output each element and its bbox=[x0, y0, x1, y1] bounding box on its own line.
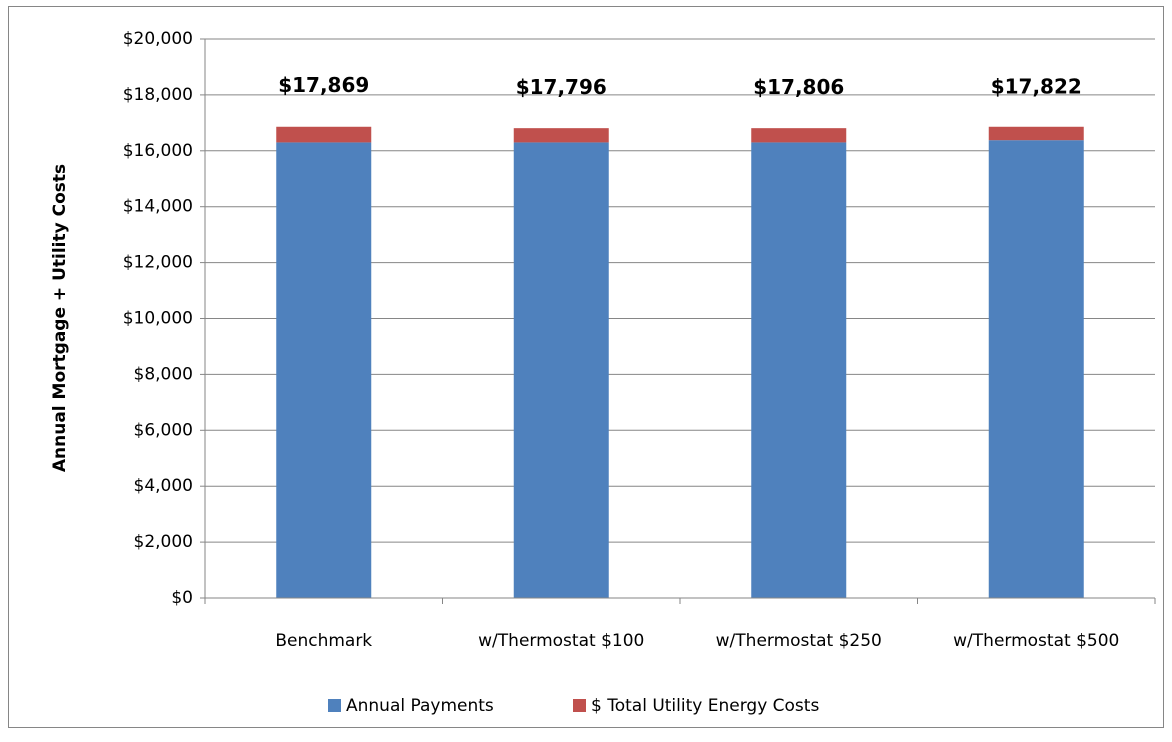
x-tick-label: Benchmark bbox=[275, 631, 372, 651]
bar-segment bbox=[276, 126, 372, 143]
y-tick-label: $6,000 bbox=[134, 420, 193, 440]
legend-swatch bbox=[328, 699, 341, 712]
bar-segment bbox=[988, 140, 1084, 598]
x-tick-label: w/Thermostat $100 bbox=[478, 631, 644, 651]
x-tick-label: w/Thermostat $500 bbox=[953, 631, 1119, 651]
y-tick-label: $20,000 bbox=[123, 29, 193, 49]
y-axis-title: Annual Mortgage + Utility Costs bbox=[50, 164, 70, 472]
bar-segment bbox=[988, 126, 1084, 141]
legend-label: $ Total Utility Energy Costs bbox=[591, 696, 819, 716]
x-tick-label: w/Thermostat $250 bbox=[716, 631, 882, 651]
total-label: $17,822 bbox=[991, 74, 1082, 98]
y-tick-label: $10,000 bbox=[123, 309, 193, 329]
bar-segment bbox=[276, 142, 372, 599]
total-label: $17,806 bbox=[753, 75, 844, 99]
legend-label: Annual Payments bbox=[346, 696, 494, 716]
bar-segment bbox=[751, 128, 847, 143]
bar-segment bbox=[513, 128, 609, 143]
y-tick-label: $14,000 bbox=[123, 197, 193, 217]
y-tick-label: $2,000 bbox=[134, 532, 193, 552]
y-tick-label: $4,000 bbox=[134, 476, 193, 496]
y-tick-label: $0 bbox=[171, 588, 193, 608]
total-label: $17,796 bbox=[516, 75, 607, 99]
bar-segment bbox=[751, 142, 847, 599]
legend-swatch bbox=[573, 699, 586, 712]
y-tick-label: $18,000 bbox=[123, 85, 193, 105]
bar-segment bbox=[513, 142, 609, 599]
total-label: $17,869 bbox=[278, 73, 369, 97]
y-tick-label: $8,000 bbox=[134, 364, 193, 384]
y-tick-label: $12,000 bbox=[123, 253, 193, 273]
y-tick-label: $16,000 bbox=[123, 141, 193, 161]
